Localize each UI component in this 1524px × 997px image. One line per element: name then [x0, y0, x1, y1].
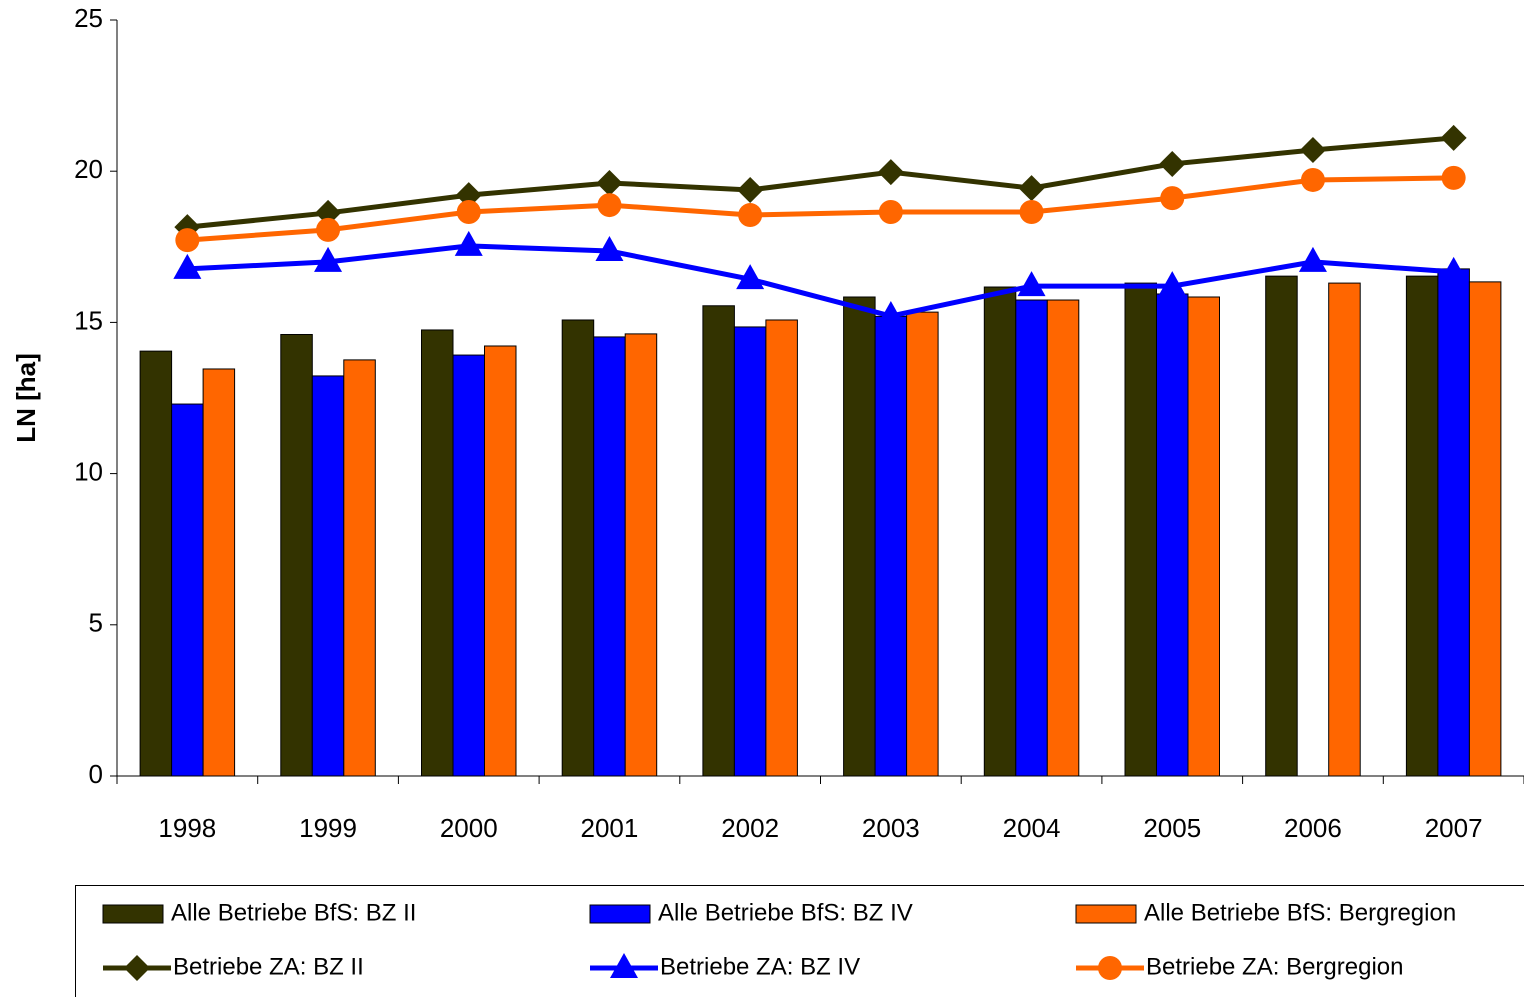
legend-marker [124, 955, 150, 981]
legend-label: Alle Betriebe BfS: Bergregion [1144, 899, 1456, 926]
point [1017, 271, 1046, 297]
bar [280, 333, 313, 777]
point [175, 228, 200, 253]
legend-label: Alle Betriebe BfS: BZ II [171, 899, 416, 926]
line [187, 243, 1454, 319]
x-tick-label: 2004 [1003, 813, 1061, 843]
point [738, 203, 763, 228]
bar [702, 305, 735, 777]
bar [624, 333, 658, 777]
point [173, 253, 202, 279]
point [736, 264, 765, 290]
x-tick-label: 2003 [862, 813, 920, 843]
bar [1405, 275, 1439, 777]
y-tick-label: 5 [89, 608, 103, 638]
point [595, 236, 624, 262]
point [1298, 246, 1327, 272]
bar [1328, 282, 1361, 777]
point [1299, 137, 1326, 164]
point [1300, 167, 1325, 192]
point [596, 169, 623, 196]
point [877, 159, 904, 186]
point [878, 200, 903, 225]
y-axis-label: LN [ha] [11, 353, 41, 443]
bar [202, 368, 236, 777]
bar [1124, 282, 1157, 777]
point [456, 200, 481, 225]
legend-box [75, 885, 1524, 997]
bar [1468, 281, 1502, 777]
x-tick-label: 2002 [721, 813, 779, 843]
bar [1046, 299, 1080, 777]
bar [171, 403, 204, 777]
bar [421, 329, 454, 777]
bar [1015, 299, 1048, 777]
point [1441, 165, 1466, 190]
x-tick-label: 1999 [299, 813, 357, 843]
point [1439, 256, 1468, 282]
bar [593, 336, 626, 777]
point [876, 301, 905, 327]
point [597, 193, 622, 218]
bar [1156, 293, 1189, 777]
line [187, 175, 1454, 243]
bar [343, 359, 376, 777]
bar [874, 315, 908, 777]
point [1158, 271, 1187, 297]
x-tick-label: 2005 [1143, 813, 1201, 843]
legend-marker [1098, 956, 1122, 980]
bar [1265, 275, 1298, 777]
legend-label: Betriebe ZA: BZ II [173, 953, 364, 980]
point [1160, 186, 1185, 211]
legend-swatch [102, 904, 164, 924]
line [187, 135, 1454, 230]
point [1018, 175, 1045, 202]
point [316, 217, 341, 242]
point [454, 230, 483, 256]
bar [484, 345, 517, 777]
legend-marker [610, 953, 638, 978]
bar [1437, 268, 1470, 777]
bar [906, 311, 939, 777]
y-tick-label: 20 [74, 154, 103, 184]
point [455, 182, 482, 209]
y-tick-label: 10 [74, 456, 103, 486]
bar [311, 375, 345, 777]
legend-label: Betriebe ZA: BZ IV [660, 953, 860, 980]
y-tick-label: 15 [74, 305, 103, 335]
bar [765, 319, 798, 777]
point [314, 246, 343, 272]
point [1159, 150, 1186, 177]
bar [733, 326, 767, 777]
legend-label: Betriebe ZA: Bergregion [1146, 953, 1403, 980]
bar [452, 354, 485, 777]
legend-swatch [589, 904, 651, 924]
x-tick-label: 2001 [581, 813, 639, 843]
point [315, 199, 342, 226]
x-tick-label: 2007 [1425, 813, 1483, 843]
point [1019, 200, 1044, 225]
x-tick-label: 1998 [158, 813, 216, 843]
y-tick-label: 25 [74, 3, 103, 33]
bar [561, 319, 595, 777]
legend-label: Alle Betriebe BfS: BZ IV [658, 899, 913, 926]
point [737, 176, 764, 203]
y-tick-label: 0 [89, 759, 103, 789]
x-tick-label: 2000 [440, 813, 498, 843]
point [1440, 124, 1467, 151]
bar [983, 286, 1017, 777]
x-tick-label: 2006 [1284, 813, 1342, 843]
bar [139, 350, 173, 777]
bar [1187, 296, 1220, 777]
bar [843, 296, 876, 777]
legend-swatch [1075, 904, 1137, 924]
